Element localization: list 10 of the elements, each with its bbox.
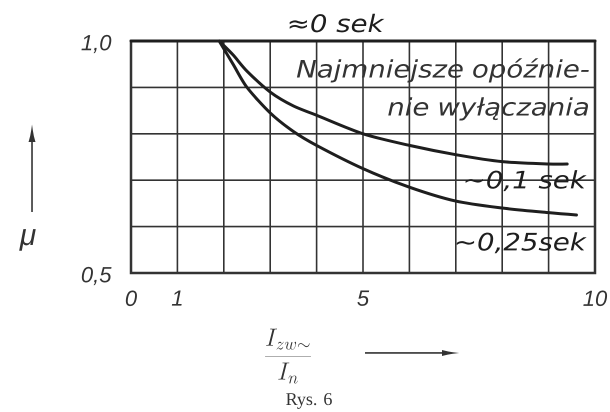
text: Rys. 6 xyxy=(286,393,332,409)
x-tick-label: 5 xyxy=(357,290,370,306)
x-axis-title: $\frac{I_{zw\sim}}{I_{n}}$ xyxy=(265,328,311,384)
x-tick-label: 10 xyxy=(583,290,608,306)
x-tick-label: 1 xyxy=(172,290,182,306)
x-tick-label: 0 xyxy=(126,290,137,306)
series-label: ≈0 sek xyxy=(290,14,384,32)
y-tick-label: 0,5 xyxy=(82,266,112,286)
y-axis-title: μ xyxy=(19,229,36,251)
y-tick-label: 1,0 xyxy=(81,34,112,54)
